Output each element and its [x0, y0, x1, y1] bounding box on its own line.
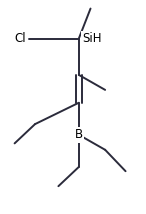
Text: SiH: SiH	[82, 32, 101, 45]
Text: B: B	[75, 128, 83, 141]
Text: Cl: Cl	[15, 32, 26, 45]
